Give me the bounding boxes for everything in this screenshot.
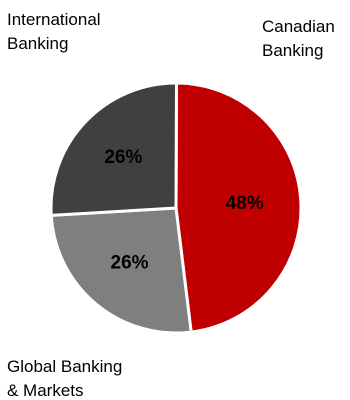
- slice-international-banking: [49, 81, 179, 217]
- category-label-global-banking-markets: Global Banking & Markets: [7, 357, 123, 400]
- category-label-international-banking: International Banking: [7, 10, 101, 53]
- pct-label-global-banking-markets: 26%: [111, 253, 149, 274]
- pct-label-canadian-banking: 48%: [226, 193, 264, 214]
- pct-label-international-banking: 26%: [104, 147, 142, 168]
- category-label-canadian-banking: Canadian Banking: [262, 17, 335, 60]
- slice-canadian-banking: [174, 81, 303, 334]
- slice-global-banking-markets: [49, 206, 193, 335]
